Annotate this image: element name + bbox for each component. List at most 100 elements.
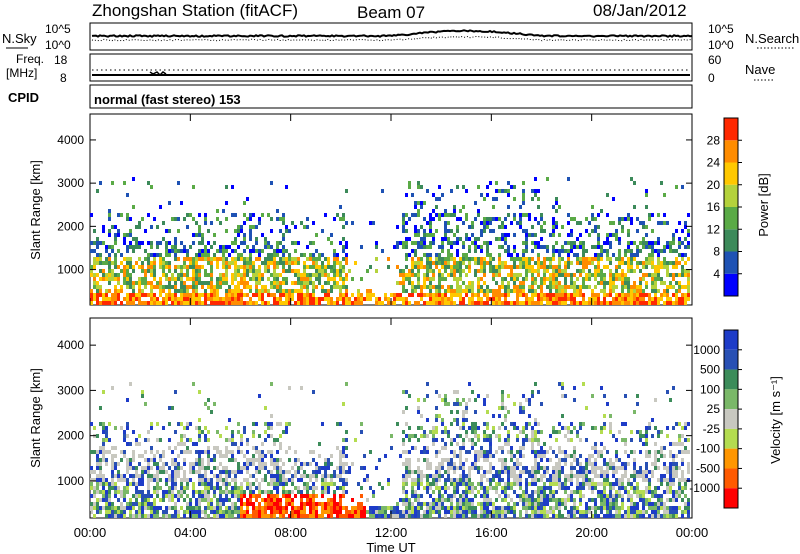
- heatmap-cell: [285, 502, 288, 506]
- heatmap-cell: [180, 285, 183, 289]
- heatmap-cell: [522, 502, 525, 506]
- heatmap-cell: [189, 498, 192, 502]
- heatmap-cell: [474, 269, 477, 273]
- heatmap-cell: [465, 434, 468, 438]
- heatmap-cell: [465, 257, 468, 261]
- heatmap-cell: [675, 281, 678, 285]
- heatmap-cell: [492, 426, 495, 430]
- heatmap-cell: [207, 502, 210, 506]
- heatmap-cell: [522, 257, 525, 261]
- heatmap-cell: [141, 293, 144, 297]
- heatmap-cell: [459, 510, 462, 514]
- heatmap-cell: [474, 410, 477, 414]
- heatmap-cell: [231, 470, 234, 474]
- heatmap-cell: [417, 502, 420, 506]
- heatmap-cell: [261, 498, 264, 502]
- heatmap-cell: [252, 490, 255, 494]
- heatmap-cell: [504, 466, 507, 470]
- heatmap-cell: [195, 502, 198, 506]
- heatmap-cell: [162, 297, 165, 301]
- heatmap-cell: [567, 293, 570, 297]
- heatmap-cell: [96, 458, 99, 462]
- heatmap-cell: [171, 297, 174, 301]
- heatmap-cell: [252, 273, 255, 277]
- heatmap-cell: [93, 241, 96, 245]
- heatmap-cell: [426, 458, 429, 462]
- heatmap-cell: [210, 301, 213, 305]
- heatmap-cell: [600, 257, 603, 261]
- heatmap-cell: [498, 458, 501, 462]
- heatmap-cell: [582, 293, 585, 297]
- heatmap-cell: [276, 241, 279, 245]
- heatmap-cell: [102, 482, 105, 486]
- heatmap-cell: [453, 213, 456, 217]
- heatmap-cell: [444, 430, 447, 434]
- heatmap-cell: [546, 257, 549, 261]
- heatmap-cell: [561, 273, 564, 277]
- heatmap-cell: [537, 462, 540, 466]
- heatmap-cell: [348, 466, 351, 470]
- heatmap-cell: [459, 297, 462, 301]
- heatmap-cell: [291, 490, 294, 494]
- heatmap-cell: [504, 438, 507, 442]
- heatmap-cell: [162, 301, 165, 305]
- heatmap-cell: [486, 285, 489, 289]
- heatmap-cell: [204, 506, 207, 510]
- heatmap-cell: [456, 502, 459, 506]
- heatmap-cell: [324, 289, 327, 293]
- heatmap-cell: [93, 249, 96, 253]
- heatmap-cell: [552, 494, 555, 498]
- heatmap-cell: [111, 458, 114, 462]
- heatmap-cell: [213, 233, 216, 237]
- heatmap-cell: [411, 257, 414, 261]
- heatmap-cell: [573, 386, 576, 390]
- heatmap-cell: [492, 474, 495, 478]
- heatmap-cell: [156, 253, 159, 257]
- heatmap-cell: [258, 482, 261, 486]
- heatmap-cell: [291, 506, 294, 510]
- heatmap-cell: [510, 185, 513, 189]
- heatmap-cell: [663, 289, 666, 293]
- heatmap-cell: [600, 502, 603, 506]
- heatmap-cell: [534, 269, 537, 273]
- heatmap-cell: [615, 237, 618, 241]
- heatmap-cell: [186, 249, 189, 253]
- heatmap-cell: [498, 253, 501, 257]
- heatmap-cell: [192, 494, 195, 498]
- heatmap-cell: [579, 293, 582, 297]
- heatmap-cell: [516, 426, 519, 430]
- heatmap-cell: [135, 293, 138, 297]
- heatmap-cell: [456, 237, 459, 241]
- heatmap-cell: [312, 486, 315, 490]
- heatmap-cell: [510, 269, 513, 273]
- heatmap-cell: [537, 430, 540, 434]
- heatmap-cell: [309, 253, 312, 257]
- heatmap-cell: [444, 470, 447, 474]
- heatmap-cell: [648, 245, 651, 249]
- heatmap-cell: [270, 454, 273, 458]
- heatmap-cell: [198, 418, 201, 422]
- heatmap-cell: [171, 273, 174, 277]
- heatmap-cell: [267, 269, 270, 273]
- heatmap-cell: [441, 193, 444, 197]
- heatmap-cell: [126, 426, 129, 430]
- heatmap-cell: [345, 454, 348, 458]
- heatmap-cell: [96, 241, 99, 245]
- heatmap-cell: [216, 297, 219, 301]
- heatmap-cell: [180, 450, 183, 454]
- heatmap-cell: [609, 486, 612, 490]
- heatmap-cell: [105, 462, 108, 466]
- heatmap-cell: [621, 478, 624, 482]
- heatmap-cell: [639, 498, 642, 502]
- heatmap-cell: [444, 490, 447, 494]
- heatmap-cell: [450, 273, 453, 277]
- heatmap-cell: [219, 257, 222, 261]
- heatmap-cell: [585, 482, 588, 486]
- heatmap-cell: [549, 281, 552, 285]
- heatmap-cell: [396, 293, 399, 297]
- heatmap-cell: [174, 510, 177, 514]
- heatmap-cell: [537, 197, 540, 201]
- heatmap-cell: [639, 466, 642, 470]
- heatmap-cell: [93, 502, 96, 506]
- heatmap-cell: [102, 494, 105, 498]
